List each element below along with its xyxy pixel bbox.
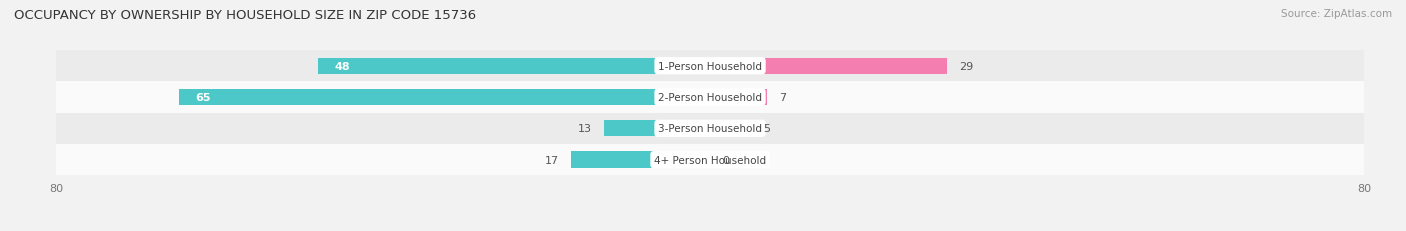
Bar [710,121,751,137]
Bar [318,58,710,75]
Bar [710,58,948,75]
Bar [571,152,710,168]
Legend: Owner-occupied, Renter-occupied: Owner-occupied, Renter-occupied [589,229,831,231]
Bar [603,121,710,137]
Text: 17: 17 [544,155,558,165]
Text: 1-Person Household: 1-Person Household [658,61,762,71]
Bar [56,51,1364,82]
Text: 4+ Person Household: 4+ Person Household [654,155,766,165]
Text: 0: 0 [723,155,730,165]
Text: 48: 48 [335,61,350,71]
Text: 5: 5 [763,124,770,134]
Text: 65: 65 [195,93,211,103]
Bar [56,113,1364,144]
Bar [56,144,1364,176]
Text: 3-Person Household: 3-Person Household [658,124,762,134]
Text: Source: ZipAtlas.com: Source: ZipAtlas.com [1281,9,1392,19]
Text: 2-Person Household: 2-Person Household [658,93,762,103]
Text: 7: 7 [779,93,786,103]
Bar [710,89,768,106]
Bar [179,89,710,106]
Bar [56,82,1364,113]
Text: 29: 29 [959,61,973,71]
Text: OCCUPANCY BY OWNERSHIP BY HOUSEHOLD SIZE IN ZIP CODE 15736: OCCUPANCY BY OWNERSHIP BY HOUSEHOLD SIZE… [14,9,477,22]
Text: 13: 13 [578,124,592,134]
